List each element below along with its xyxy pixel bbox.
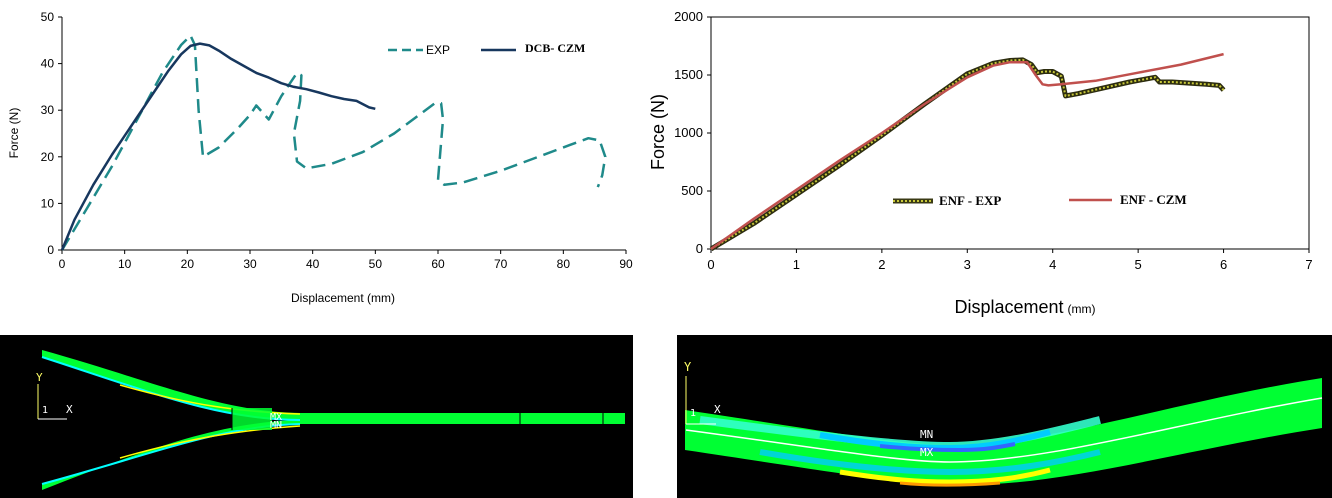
x-tick-label: 0 [707, 257, 714, 272]
fem-image-dcb: MX MN Y 1 X [0, 335, 633, 498]
fem-dcb-axis-y: Y [36, 371, 43, 384]
fem-enf-cyan-band-bottom [759, 449, 1101, 476]
legend-enf-czm-label: ENF - CZM [1120, 192, 1187, 207]
chart-dcb-xlabel: Displacement (mm) [291, 291, 395, 305]
y-tick-label: 500 [681, 183, 703, 198]
fem-dcb-axis-x: X [66, 403, 73, 416]
fem-dcb-lower-yellow [119, 425, 301, 459]
fem-image-enf: MN MX Y 1 X [677, 335, 1332, 498]
legend-enf-exp-label: ENF - EXP [939, 193, 1001, 208]
series-exp-line [60, 34, 607, 251]
legend-czm-label: DCB- CZM [525, 41, 585, 55]
x-tick-label: 40 [306, 257, 320, 271]
chart-dcb-ticks: 0 10 20 30 40 50 60 70 80 90 0 10 20 30 40 50 [41, 10, 633, 271]
y-tick-label: 1000 [674, 125, 703, 140]
series-enf-exp-markers [710, 58, 1225, 250]
series-dcb-czm-line [60, 42, 376, 251]
chart-dcb-legend: EXP DCB- CZM [388, 41, 585, 57]
x-tick-label: 50 [369, 257, 383, 271]
series-enf-czm-line [710, 52, 1224, 251]
fem-dcb-mx: MX [270, 412, 282, 423]
fem-enf-mx: MX [920, 446, 934, 459]
chart-enf-axes [710, 16, 1310, 250]
x-tick-label: 60 [431, 257, 445, 271]
x-tick-label: 10 [118, 257, 132, 271]
y-tick-label: 2000 [674, 9, 703, 24]
y-tick-label: 50 [41, 10, 55, 24]
chart-dcb-series [60, 34, 607, 251]
y-tick-label: 0 [47, 243, 54, 257]
chart-enf-series [709, 52, 1226, 252]
chart-enf-xlabel: Displacement (mm) [954, 297, 1095, 317]
fem-enf-origin: 1 [690, 408, 696, 419]
fem-enf-axis-y: Y [684, 360, 692, 374]
chart-enf-ticks: 0 1 2 3 4 5 6 7 0 500 1000 1500 2000 [674, 9, 1313, 272]
y-tick-label: 30 [41, 103, 55, 117]
x-tick-label: 5 [1135, 257, 1142, 272]
fem-enf-midline [685, 397, 1323, 463]
plot-frame [710, 16, 1310, 250]
x-tick-label: 7 [1305, 257, 1312, 272]
chart-dcb: 0 10 20 30 40 50 60 70 80 90 0 10 20 30 40 50 Displacem… [7, 10, 633, 305]
fem-enf-mn: MN [920, 428, 933, 441]
x-tick-label: 4 [1049, 257, 1056, 272]
chart-dcb-axes [61, 17, 626, 251]
x-tick-label: 80 [557, 257, 571, 271]
fem-enf-deep-blue [879, 442, 1016, 453]
x-tick-label: 3 [964, 257, 971, 272]
legend-exp-label: EXP [426, 43, 450, 57]
y-tick-label: 20 [41, 150, 55, 164]
fem-dcb-origin: 1 [42, 405, 48, 416]
fem-enf-orange-band [899, 481, 1001, 487]
chart-enf: 0 1 2 3 4 5 6 7 0 500 1000 1500 2000 Displacement (mm… [648, 9, 1313, 317]
chart-enf-legend: ENF - EXP ENF - CZM [893, 192, 1187, 208]
y-tick-label: 0 [696, 241, 703, 256]
chart-enf-ylabel: Force (N) [648, 94, 668, 170]
x-tick-label: 30 [243, 257, 257, 271]
fem-enf-yellow-band [839, 467, 1051, 485]
x-tick-label: 20 [181, 257, 195, 271]
x-tick-label: 6 [1220, 257, 1227, 272]
y-tick-label: 10 [41, 196, 55, 210]
fem-dcb-crack-tip [232, 408, 272, 430]
fem-enf-axis-x: X [714, 403, 721, 416]
chart-dcb-ylabel: Force (N) [7, 108, 21, 159]
y-tick-label: 40 [41, 57, 55, 71]
fem-dcb-mn: MN [270, 420, 282, 431]
x-tick-label: 0 [59, 257, 66, 271]
fem-enf-beam [685, 378, 1322, 485]
series-enf-exp-line [709, 57, 1226, 252]
x-tick-label: 70 [494, 257, 508, 271]
fem-dcb-upper-yellow [119, 384, 301, 415]
x-tick-label: 2 [878, 257, 885, 272]
x-tick-label: 90 [619, 257, 633, 271]
y-tick-label: 1500 [674, 67, 703, 82]
x-tick-label: 1 [793, 257, 800, 272]
